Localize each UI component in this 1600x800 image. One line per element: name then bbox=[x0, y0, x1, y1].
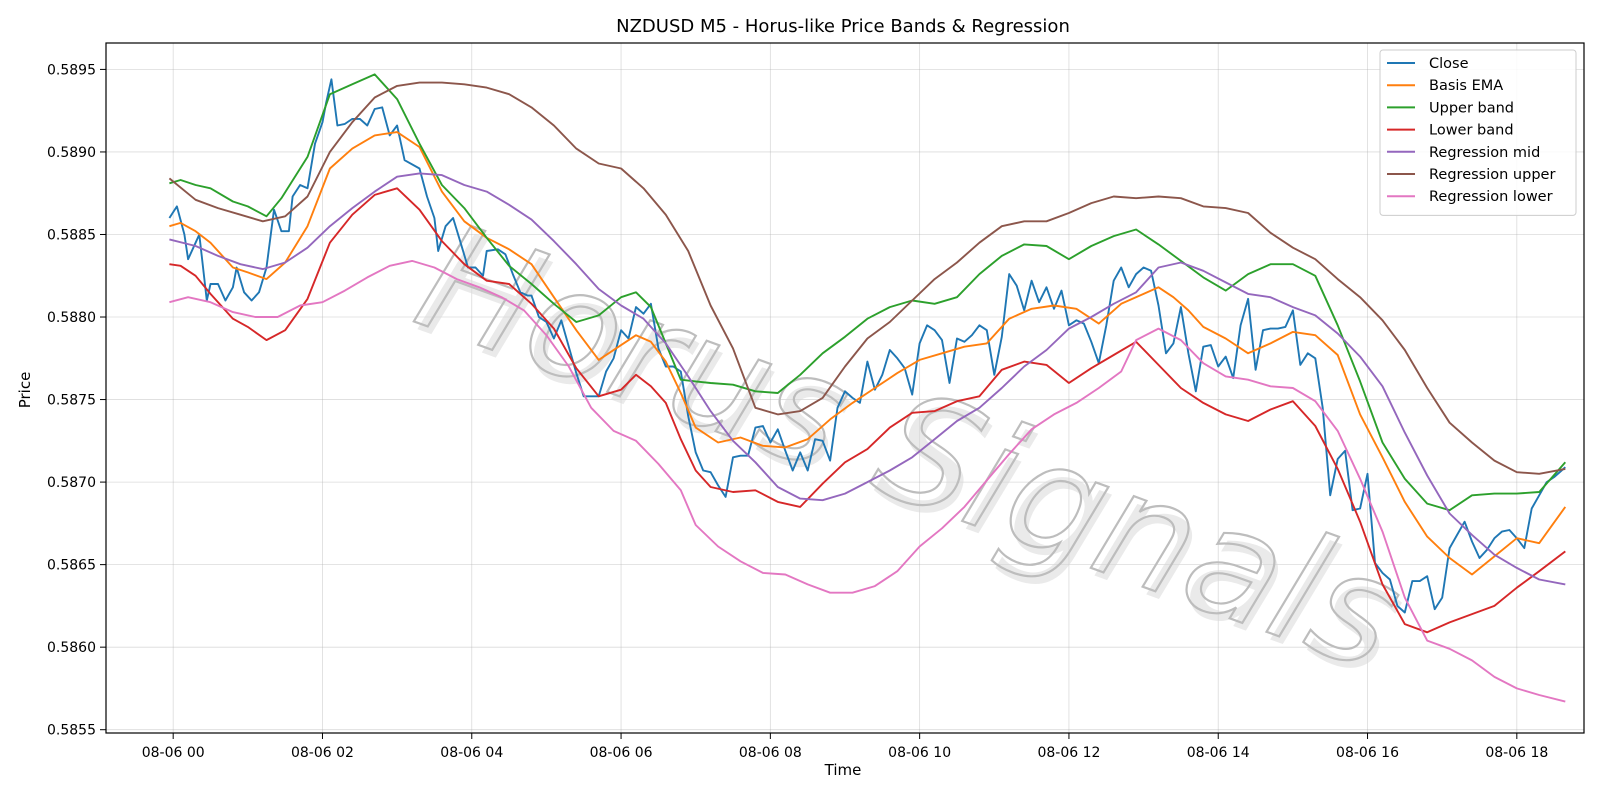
legend-label-basis-ema: Basis EMA bbox=[1429, 78, 1503, 94]
y-tick-label: 0.5880 bbox=[47, 310, 96, 326]
series-line-regression-upper bbox=[168, 81, 1566, 475]
y-axis-label: Price bbox=[16, 372, 34, 409]
legend-label-lower-band: Lower band bbox=[1429, 123, 1514, 139]
x-tick-label: 08-06 08 bbox=[739, 745, 802, 761]
series-line-regression-mid bbox=[169, 172, 1566, 586]
y-tick-label: 0.5855 bbox=[47, 723, 96, 739]
x-axis-label: Time bbox=[824, 761, 862, 779]
legend-label-regression-mid: Regression mid bbox=[1429, 145, 1540, 161]
x-tick-label: 08-06 18 bbox=[1485, 745, 1548, 761]
x-tick-label: 08-06 06 bbox=[590, 745, 653, 761]
x-tick-label: 08-06 02 bbox=[291, 745, 354, 761]
chart-title: NZDUSD M5 - Horus-like Price Bands & Reg… bbox=[616, 16, 1070, 37]
y-tick-label: 0.5895 bbox=[47, 62, 96, 78]
x-tick-label: 08-06 10 bbox=[888, 745, 951, 761]
legend-label-close: Close bbox=[1429, 56, 1469, 72]
x-tick-label: 08-06 16 bbox=[1336, 745, 1399, 761]
grid bbox=[106, 43, 1584, 733]
y-tick-label: 0.5875 bbox=[47, 393, 96, 409]
series-line-lower-band bbox=[169, 187, 1566, 634]
y-tick-label: 0.5870 bbox=[47, 475, 96, 491]
legend-box bbox=[1379, 49, 1577, 216]
series-line-basis-ema bbox=[169, 131, 1567, 576]
legend-label-upper-band: Upper band bbox=[1429, 100, 1514, 116]
axes: 0.5855 0.5860 0.5865 0.5870 0.5875 0.5880 0.58… bbox=[47, 42, 1585, 761]
series-lines bbox=[168, 73, 1567, 703]
x-tick-label: 08-06 12 bbox=[1037, 745, 1100, 761]
y-tick-label: 0.5865 bbox=[47, 558, 96, 574]
y-tick-label: 0.5860 bbox=[47, 640, 96, 656]
series-line-upper-band bbox=[169, 73, 1567, 512]
x-tick-label: 08-06 04 bbox=[440, 745, 503, 761]
y-tick-label: 0.5885 bbox=[47, 227, 96, 243]
x-tick-label: 08-06 14 bbox=[1187, 745, 1250, 761]
legend-label-regression-lower: Regression lower bbox=[1429, 189, 1553, 205]
x-tick-label: 08-06 00 bbox=[142, 745, 205, 761]
series-line-regression-lower bbox=[169, 259, 1566, 703]
legend-label-regression-upper: Regression upper bbox=[1429, 167, 1555, 183]
plot-frame bbox=[105, 42, 1585, 734]
legend: Close Basis EMA Upper band Lower band Regres… bbox=[1379, 49, 1577, 216]
y-tick-label: 0.5890 bbox=[47, 145, 96, 161]
